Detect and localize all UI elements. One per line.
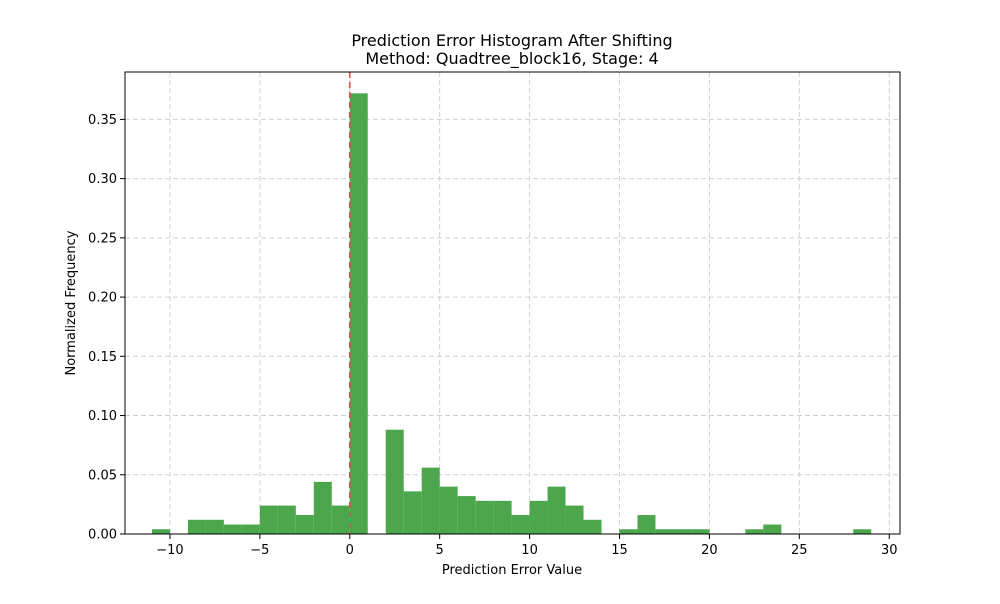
x-tick-label: 25 — [791, 543, 808, 558]
y-axis-ticks: 0.00 0.05 0.10 0.15 0.20 0.25 0.30 0.35 — [88, 113, 125, 543]
plot-area-frame — [124, 71, 901, 535]
histogram-bar — [439, 486, 458, 534]
histogram-bar — [151, 529, 170, 534]
x-tick-label: 15 — [611, 543, 628, 558]
histogram-bar — [385, 429, 404, 534]
histogram-bar — [313, 481, 332, 534]
x-tick-label: 20 — [701, 543, 718, 558]
histogram-bar — [619, 529, 638, 534]
histogram-bar — [853, 529, 872, 534]
histogram-bar — [331, 505, 350, 534]
y-tick-label: 0.00 — [88, 528, 117, 543]
y-tick-label: 0.35 — [88, 113, 117, 128]
x-tick-label: 5 — [436, 543, 444, 558]
histogram-bar — [349, 93, 368, 535]
x-tick-label: −10 — [156, 543, 183, 558]
histogram-bar — [457, 496, 476, 534]
grid-lines — [125, 72, 900, 535]
histogram-bars — [151, 93, 872, 535]
y-tick-label: 0.30 — [88, 172, 117, 187]
x-tick-label: 0 — [346, 543, 354, 558]
histogram-bar — [511, 515, 530, 534]
histogram-bar — [205, 519, 224, 534]
x-axis-ticks: −10 −5 0 5 10 15 20 25 30 — [156, 534, 897, 558]
histogram-bar — [223, 524, 242, 534]
y-tick-label: 0.20 — [88, 291, 117, 306]
histogram-bar — [583, 519, 602, 534]
histogram-bar — [655, 529, 674, 534]
histogram-bar — [421, 467, 440, 534]
histogram-bar — [691, 529, 710, 534]
x-tick-label: −5 — [250, 543, 269, 558]
x-tick-label: 30 — [881, 543, 898, 558]
y-axis-label: Normalized Frequency — [64, 230, 79, 375]
histogram-bar — [745, 529, 764, 534]
x-axis-label: Prediction Error Value — [442, 563, 582, 578]
y-tick-label: 0.10 — [88, 409, 117, 424]
histogram-bar — [241, 524, 260, 534]
histogram-bar — [277, 505, 296, 534]
y-tick-label: 0.15 — [88, 350, 117, 365]
histogram-bar — [475, 500, 494, 534]
histogram-bar — [295, 515, 314, 534]
histogram-bar — [403, 491, 422, 534]
histogram-bar — [529, 500, 548, 534]
histogram-bar — [187, 519, 206, 534]
histogram-bar — [637, 515, 656, 534]
x-tick-label: 10 — [521, 543, 538, 558]
histogram-bar — [565, 505, 584, 534]
histogram-bar — [673, 529, 692, 534]
histogram-bar — [547, 486, 566, 534]
histogram-bar — [259, 505, 278, 534]
histogram-bar — [763, 524, 782, 534]
y-tick-label: 0.25 — [88, 231, 117, 246]
histogram-bar — [493, 500, 512, 534]
chart-title: Prediction Error Histogram After Shiftin… — [351, 31, 672, 50]
chart-subtitle: Method: Quadtree_block16, Stage: 4 — [365, 49, 658, 69]
y-tick-label: 0.05 — [88, 468, 117, 483]
